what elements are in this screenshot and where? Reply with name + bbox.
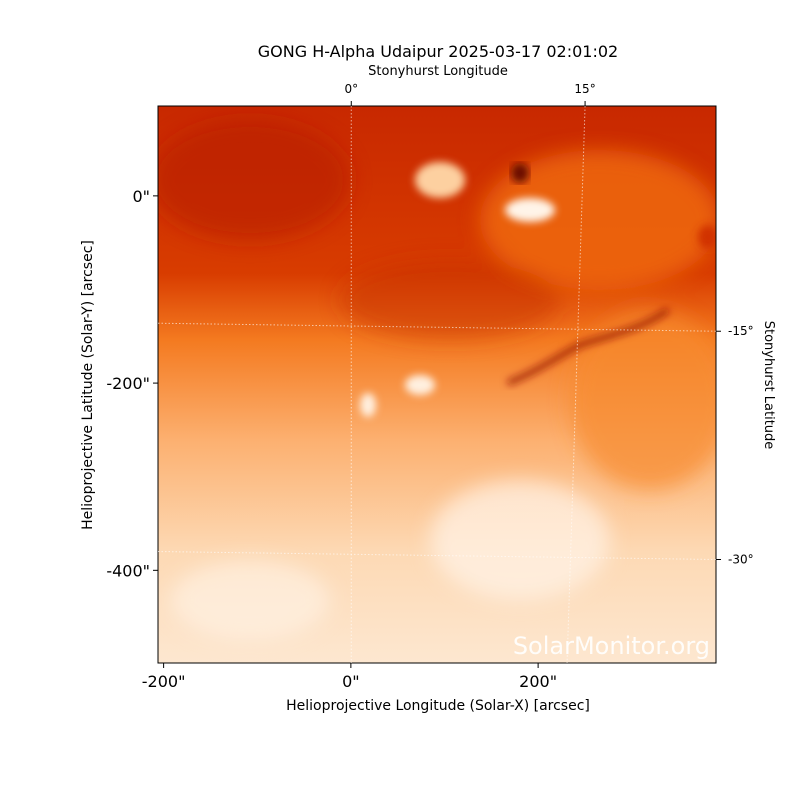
x-tick-label: 0" [342, 672, 360, 691]
y-tick-label: -400" [106, 561, 150, 580]
y2-tick-label: -30° [728, 553, 754, 567]
y2-tick-label: -15° [728, 324, 754, 338]
x2-tick-label: 0° [344, 82, 358, 96]
x-tick-label: 200" [519, 672, 557, 691]
x2-tick-label: 15° [574, 82, 595, 96]
y-tick-label: 0" [132, 187, 150, 206]
x2-axis-label: Stonyhurst Longitude [368, 64, 508, 79]
watermark: SolarMonitor.org [513, 632, 710, 660]
y2-axis-label: Stonyhurst Latitude [761, 321, 776, 450]
plot-frame [157, 105, 717, 664]
x-tick-label: -200" [142, 672, 186, 691]
x-axis-label: Helioprojective Longitude (Solar-X) [arc… [286, 698, 590, 714]
solar-image [158, 106, 716, 663]
chart-title: GONG H-Alpha Udaipur 2025-03-17 02:01:02 [258, 42, 618, 61]
y-axis-label: Helioprojective Latitude (Solar-Y) [arcs… [80, 240, 96, 530]
y-tick-label: -200" [106, 374, 150, 393]
